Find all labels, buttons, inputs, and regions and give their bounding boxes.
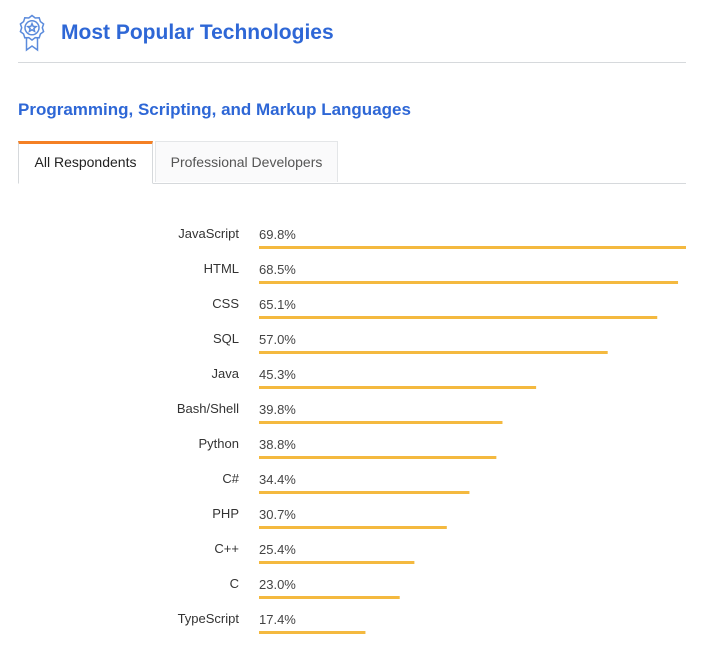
value-label: 34.4%: [259, 472, 296, 487]
category-label: SQL: [213, 331, 239, 346]
award-badge-icon: [19, 14, 45, 52]
bar: [259, 281, 679, 284]
bar: [259, 456, 497, 459]
value-label: 23.0%: [259, 577, 296, 592]
bar: [259, 246, 686, 249]
value-label: 39.8%: [259, 402, 296, 417]
value-label: 65.1%: [259, 297, 296, 312]
respondent-tabs: All Respondents Professional Developers: [18, 141, 686, 184]
category-label: PHP: [212, 506, 239, 521]
value-label: 38.8%: [259, 437, 296, 452]
bar: [259, 631, 366, 634]
value-label: 25.4%: [259, 542, 296, 557]
section-title: Programming, Scripting, and Markup Langu…: [18, 100, 411, 119]
tab-all-respondents[interactable]: All Respondents: [18, 141, 153, 184]
tab-professional-developers[interactable]: Professional Developers: [155, 141, 338, 182]
bar: [259, 421, 503, 424]
category-label: Python: [199, 436, 239, 451]
bar: [259, 386, 537, 389]
page-title: Most Popular Technologies: [61, 21, 334, 44]
languages-bar-chart: JavaScript 69.8% HTML 68.5% CSS 65.1% SQL 57.0%…: [177, 226, 686, 634]
bar: [259, 351, 608, 354]
category-label: Bash/Shell: [177, 401, 239, 416]
value-label: 45.3%: [259, 367, 296, 382]
value-label: 30.7%: [259, 507, 296, 522]
bar: [259, 596, 400, 599]
category-label: CSS: [212, 296, 239, 311]
category-label: C++: [214, 541, 239, 556]
category-label: C: [230, 576, 239, 591]
bar: [259, 526, 447, 529]
page-header: Most Popular Technologies: [18, 12, 686, 63]
value-label: 57.0%: [259, 332, 296, 347]
bar: [259, 491, 470, 494]
category-label: TypeScript: [178, 611, 240, 626]
category-label: Java: [212, 366, 240, 381]
category-label: C#: [222, 471, 239, 486]
value-label: 69.8%: [259, 227, 296, 242]
bar: [259, 316, 658, 319]
bar: [259, 561, 415, 564]
value-label: 17.4%: [259, 612, 296, 627]
category-label: JavaScript: [178, 226, 239, 241]
value-label: 68.5%: [259, 262, 296, 277]
category-label: HTML: [204, 261, 239, 276]
